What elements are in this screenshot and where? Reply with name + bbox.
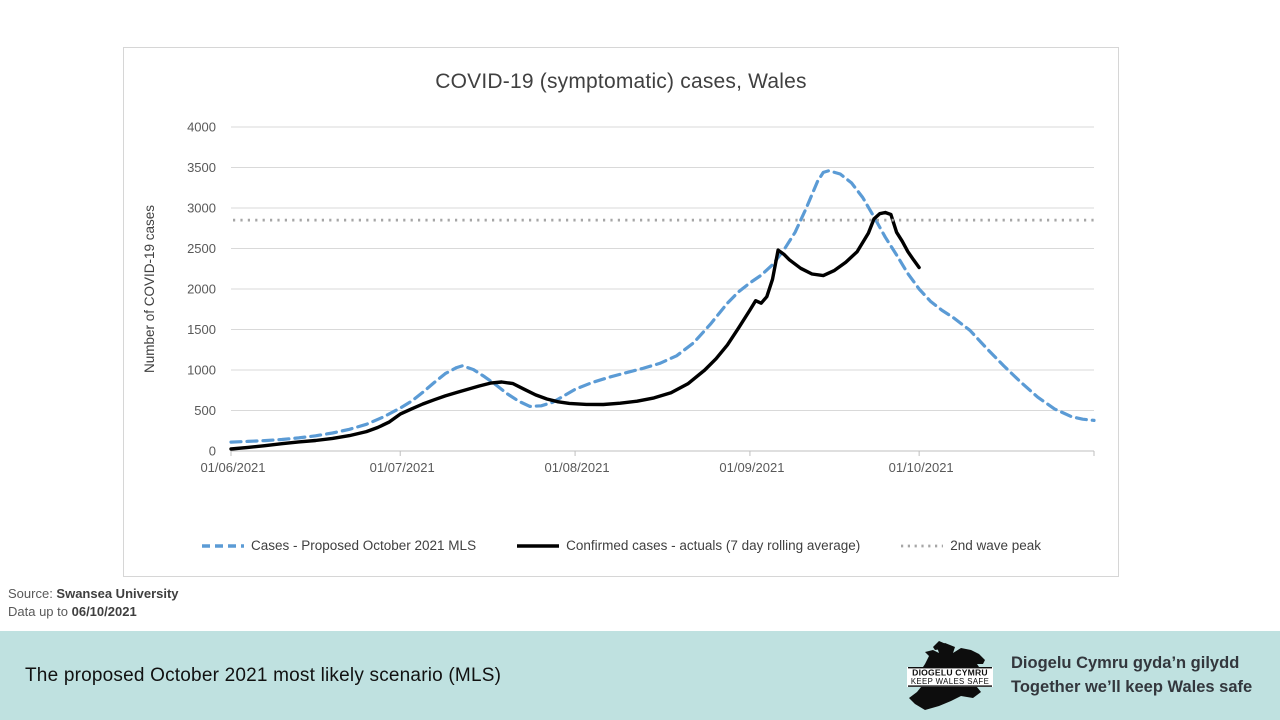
y-tick-label: 0 (209, 444, 216, 459)
y-tick-label: 2000 (187, 282, 216, 297)
source-line: Source: Swansea University (8, 586, 179, 601)
y-tick-label: 3500 (187, 160, 216, 175)
legend-swatch-solid-icon (517, 543, 560, 548)
x-tick-label: 01/07/2021 (370, 460, 435, 475)
source-block: Source: Swansea University Data up to 06… (8, 585, 179, 621)
x-tick-label: 01/09/2021 (719, 460, 784, 475)
brand-tagline: Diogelu Cymru gyda’n gilydd Together we’… (1011, 652, 1252, 699)
y-tick-label: 1000 (187, 363, 216, 378)
y-axis-title: Number of COVID-19 cases (142, 205, 157, 373)
data-up-to-value: 06/10/2021 (71, 604, 137, 619)
footer-banner: The proposed October 2021 most likely sc… (0, 631, 1280, 720)
tagline-welsh: Diogelu Cymru gyda’n gilydd (1011, 654, 1240, 673)
line-chart-plot-area: 0 500 1000 1500 2000 2500 3000 3500 4000 01/06/20… (142, 120, 1096, 475)
y-tick-label: 4000 (187, 120, 216, 135)
chart-card: COVID-19 (symptomatic) cases, Wales 0 500… (123, 47, 1119, 577)
legend-item-0: Cases - Proposed October 2021 MLS (201, 538, 476, 553)
y-tick-label: 500 (194, 403, 216, 418)
keep-wales-safe-brand: DIOGELU CYMRU KEEP WALES SAFE Diogelu Cy… (905, 631, 1252, 720)
legend-swatch-dotted-icon (901, 544, 944, 547)
source-value: Swansea University (56, 586, 179, 601)
x-tick-label: 01/06/2021 (200, 460, 265, 475)
y-tick-label: 2500 (187, 241, 216, 256)
legend-label: Cases - Proposed October 2021 MLS (250, 538, 477, 553)
legend-swatch-dashed-icon (201, 543, 244, 548)
series-line-1 (229, 210, 921, 451)
legend-item-1: Confirmed cases - actuals (7 day rolling… (516, 538, 860, 553)
legend-item-2: 2nd wave peak (900, 538, 1041, 553)
x-tick-label: 01/08/2021 (545, 460, 610, 475)
series-line-0 (229, 169, 1096, 444)
tagline-english: Together we’ll keep Wales safe (1011, 677, 1253, 696)
logo-text-keep-wales-safe: KEEP WALES SAFE (911, 677, 989, 686)
legend-label: Confirmed cases - actuals (7 day rolling… (566, 538, 861, 553)
data-up-to-line: Data up to 06/10/2021 (8, 604, 137, 619)
wales-map-logo-icon: DIOGELU CYMRU KEEP WALES SAFE (907, 640, 993, 710)
legend-label: 2nd wave peak (950, 538, 1042, 553)
y-tick-label: 3000 (187, 201, 216, 216)
x-tick-label: 01/10/2021 (889, 460, 954, 475)
chart-legend: Cases - Proposed October 2021 MLS Confirm… (124, 538, 1118, 553)
y-tick-label: 1500 (187, 322, 216, 337)
banner-headline: The proposed October 2021 most likely sc… (25, 664, 502, 686)
chart-title: COVID-19 (symptomatic) cases, Wales (435, 70, 807, 93)
logo-text-diogelu-cymru: DIOGELU CYMRU (912, 667, 988, 677)
